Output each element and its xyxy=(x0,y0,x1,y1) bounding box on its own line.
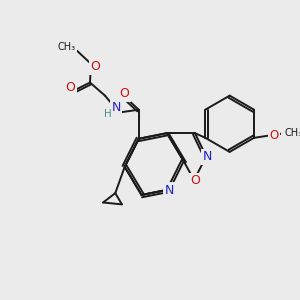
Text: O: O xyxy=(91,60,100,73)
Text: O: O xyxy=(190,174,200,188)
Text: N: N xyxy=(112,101,121,114)
Text: H: H xyxy=(104,110,112,119)
Text: N: N xyxy=(165,184,174,197)
Text: O: O xyxy=(270,129,279,142)
Text: CH₃: CH₃ xyxy=(58,42,76,52)
Text: O: O xyxy=(65,81,75,94)
Text: CH₃: CH₃ xyxy=(285,128,300,138)
Text: O: O xyxy=(120,87,130,100)
Text: N: N xyxy=(202,150,212,163)
